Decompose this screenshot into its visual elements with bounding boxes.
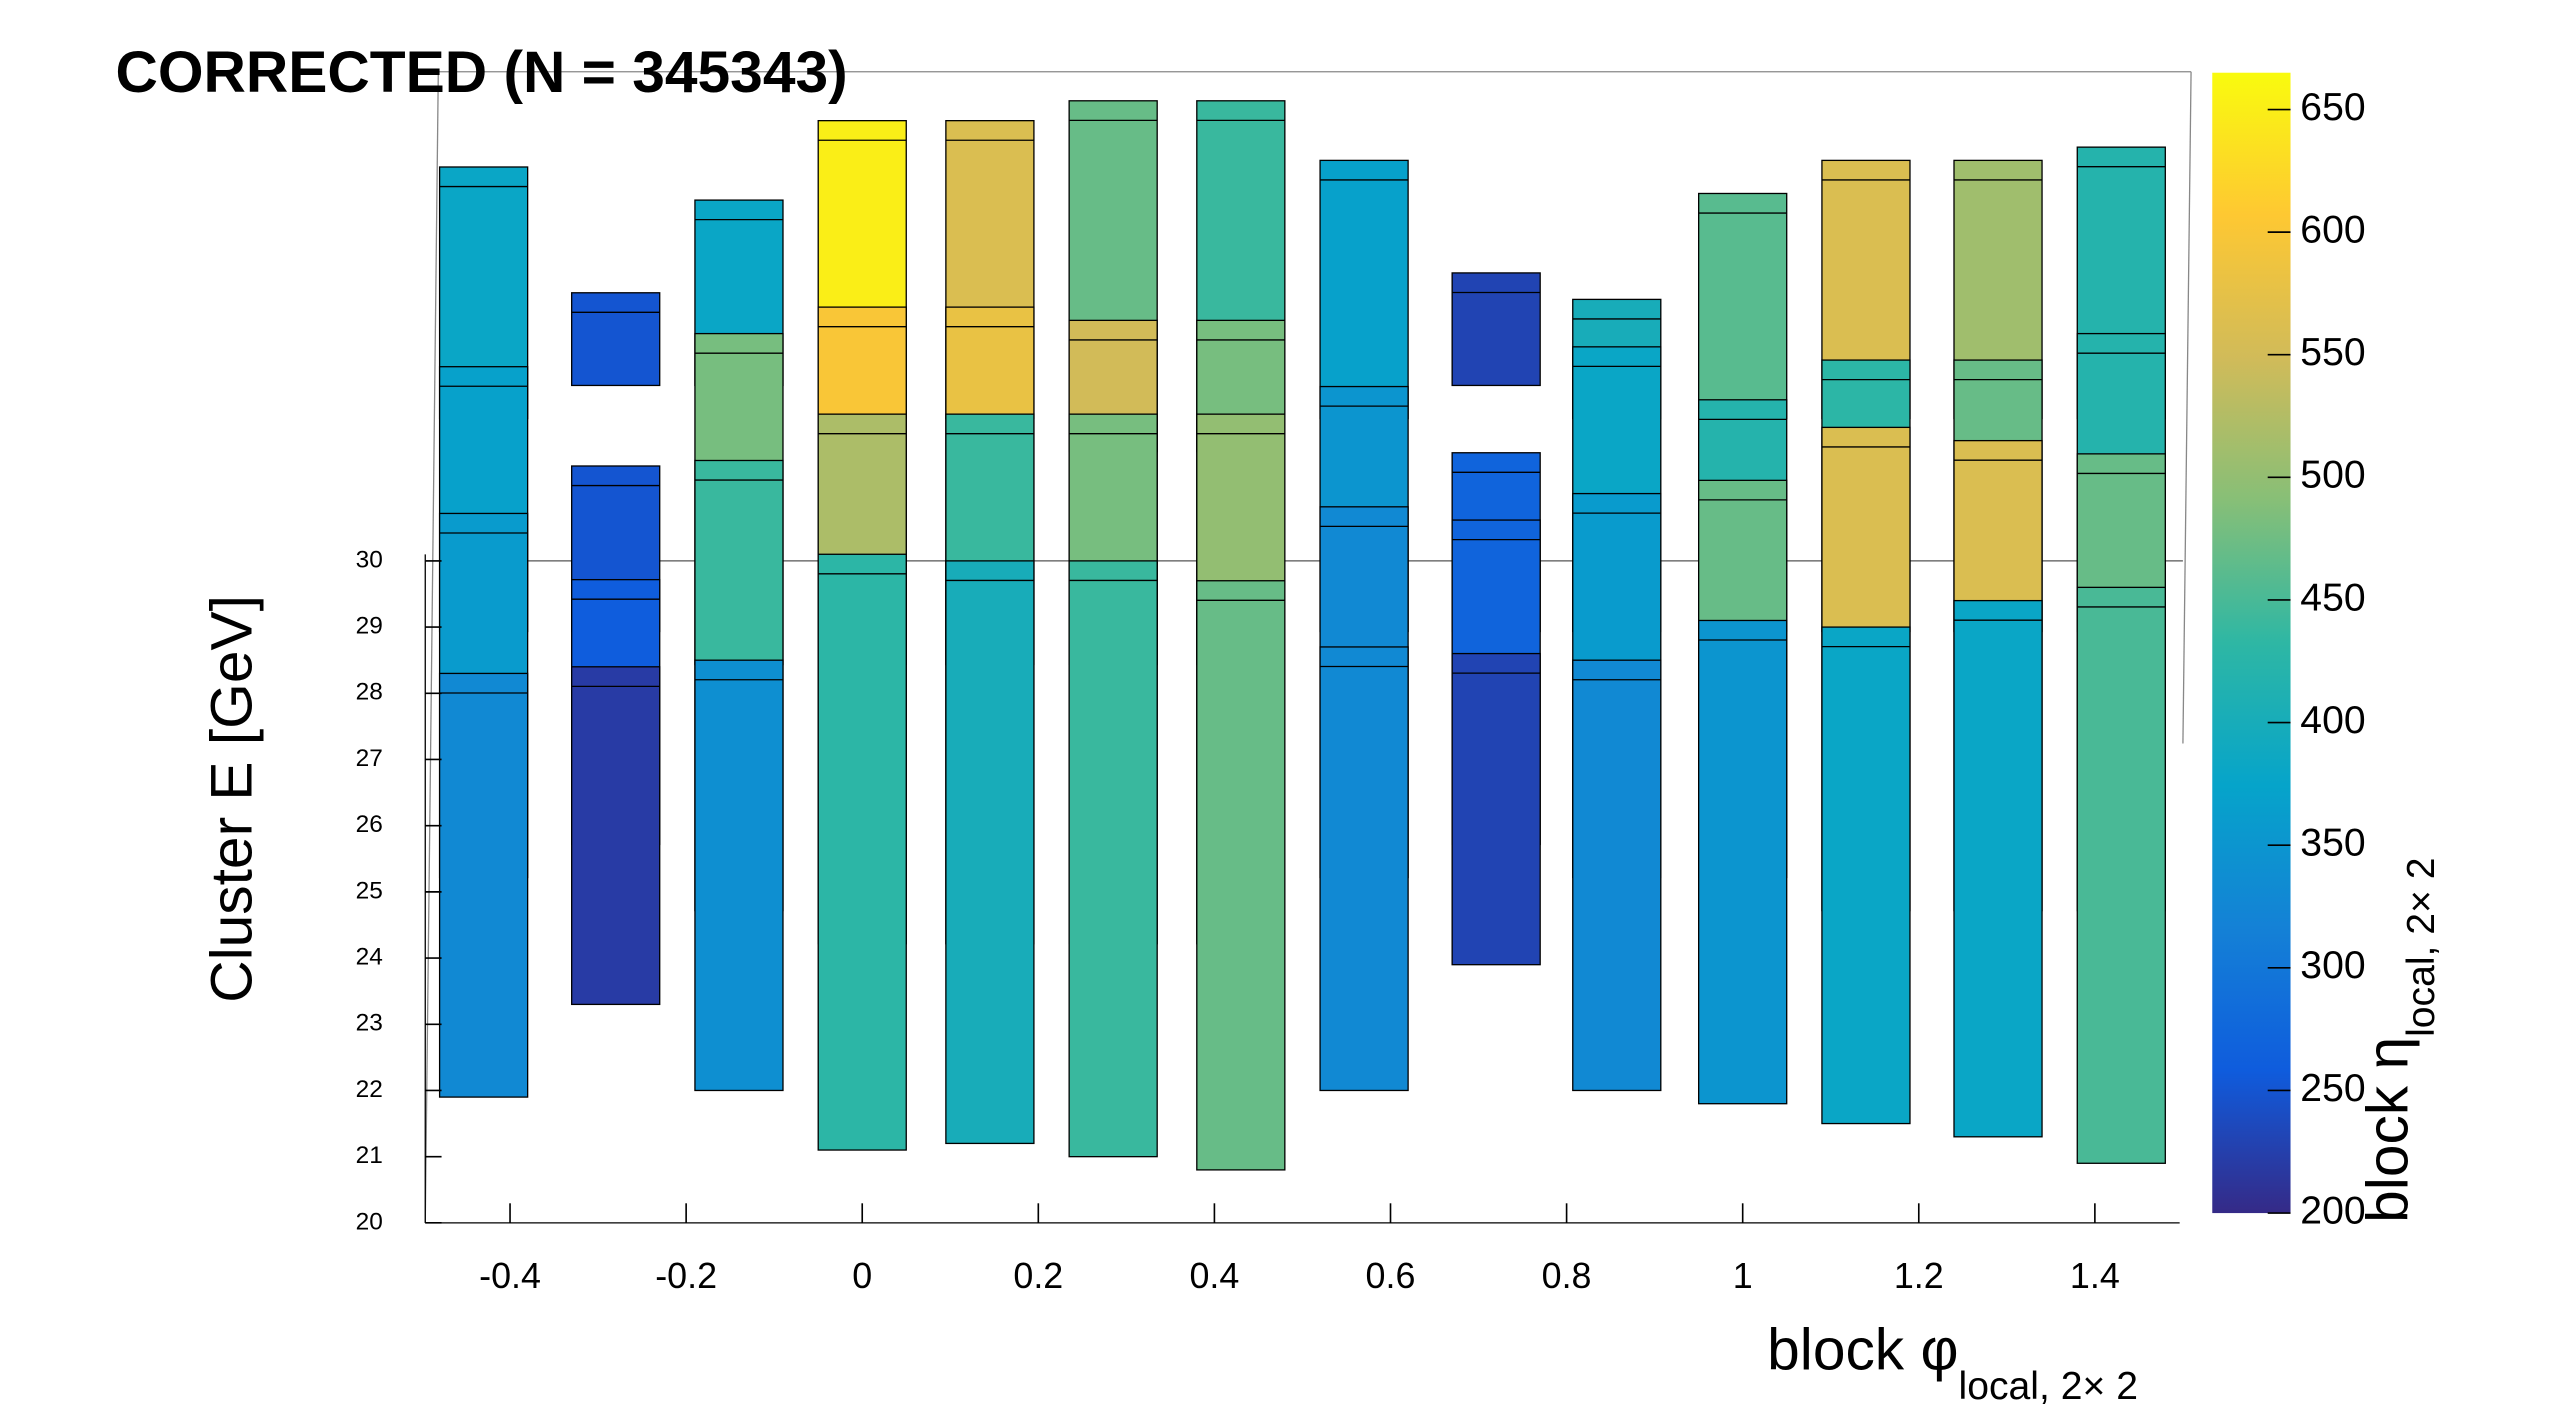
boxes	[438, 100, 2166, 1171]
x-tick-label: 0	[852, 1256, 872, 1296]
colorbar-tick-label: 300	[2300, 944, 2365, 987]
y-tick-label: 28	[356, 679, 383, 706]
y-tick-label: 21	[356, 1142, 383, 1169]
colorbar-tick-label: 400	[2300, 699, 2365, 742]
y-tick-label: 24	[356, 944, 383, 971]
lego-box	[1319, 159, 1409, 420]
lego-box	[1196, 580, 1286, 1171]
z-axis-label: block ηlocal, 2× 2	[2355, 857, 2443, 1222]
colorbar-tick-label: 550	[2300, 331, 2365, 374]
x-tick-label: 0.8	[1542, 1256, 1592, 1296]
lego-box	[2076, 586, 2166, 1164]
lego-box	[1953, 599, 2043, 1138]
x-tick-label: 0.6	[1366, 1256, 1416, 1296]
x-tick-label: 0.2	[1013, 1256, 1063, 1296]
colorbar-tick-label: 600	[2300, 208, 2365, 251]
colorbar	[2212, 72, 2291, 1214]
colorbar-tick-label: 450	[2300, 576, 2365, 619]
x-label-main: block φ	[1767, 1317, 1958, 1382]
lego-box	[817, 553, 907, 1151]
lego-box	[1319, 646, 1409, 1092]
lego-box	[1451, 652, 1541, 966]
lego-box	[438, 672, 529, 1098]
lego-box	[571, 292, 661, 387]
y-tick-label: 29	[356, 613, 383, 640]
chart-title: CORRECTED (N = 345343)	[115, 40, 847, 105]
colorbar-tick-label: 350	[2300, 822, 2365, 865]
y-tick-label: 23	[356, 1010, 383, 1037]
z-label-main: block η	[2355, 1037, 2420, 1223]
y-tick-label: 25	[356, 877, 383, 904]
colorbar-tick-label: 500	[2300, 454, 2365, 497]
x-tick-label: 1.4	[2070, 1256, 2120, 1296]
lego-box	[1698, 192, 1788, 420]
lego-box	[1068, 560, 1158, 1158]
x-label-sub: local, 2× 2	[1959, 1366, 2138, 1409]
x-tick-label: 0.4	[1189, 1256, 1239, 1296]
colorbar-tick-label: 650	[2300, 86, 2365, 129]
lego-box	[1698, 619, 1788, 1105]
colorbar-tick-label: 250	[2300, 1067, 2365, 1110]
y-axis-label: Cluster E [GeV]	[200, 595, 265, 1003]
y-tick-label: 30	[356, 546, 383, 573]
x-tick-label: 1.2	[1894, 1256, 1944, 1296]
y-tick-label: 20	[356, 1208, 383, 1235]
colorbar-tick-label: 200	[2300, 1189, 2365, 1232]
axes: 20 21 22 23 24 25 26 27 28 29 30 -0.4 -0.2 0 0.2 0.4 0.6…	[356, 546, 2120, 1295]
z-label-sub: local, 2× 2	[2401, 857, 2444, 1036]
y-tick-label: 22	[356, 1076, 383, 1103]
lego-box	[571, 666, 661, 1006]
x-tick-label: -0.2	[655, 1256, 717, 1296]
lego-box	[1821, 626, 1911, 1125]
lego-box	[1451, 272, 1541, 387]
frame	[424, 71, 2192, 1224]
lego-box	[694, 659, 784, 1092]
x-axis-label: block φlocal, 2× 2	[1767, 1317, 2138, 1409]
lego-box	[1572, 659, 1662, 1092]
lego-box	[945, 560, 1035, 1145]
x-tick-label: 1	[1733, 1256, 1753, 1296]
x-tick-label: -0.4	[479, 1256, 541, 1296]
y-tick-label: 27	[356, 745, 383, 772]
y-tick-label: 26	[356, 811, 383, 838]
